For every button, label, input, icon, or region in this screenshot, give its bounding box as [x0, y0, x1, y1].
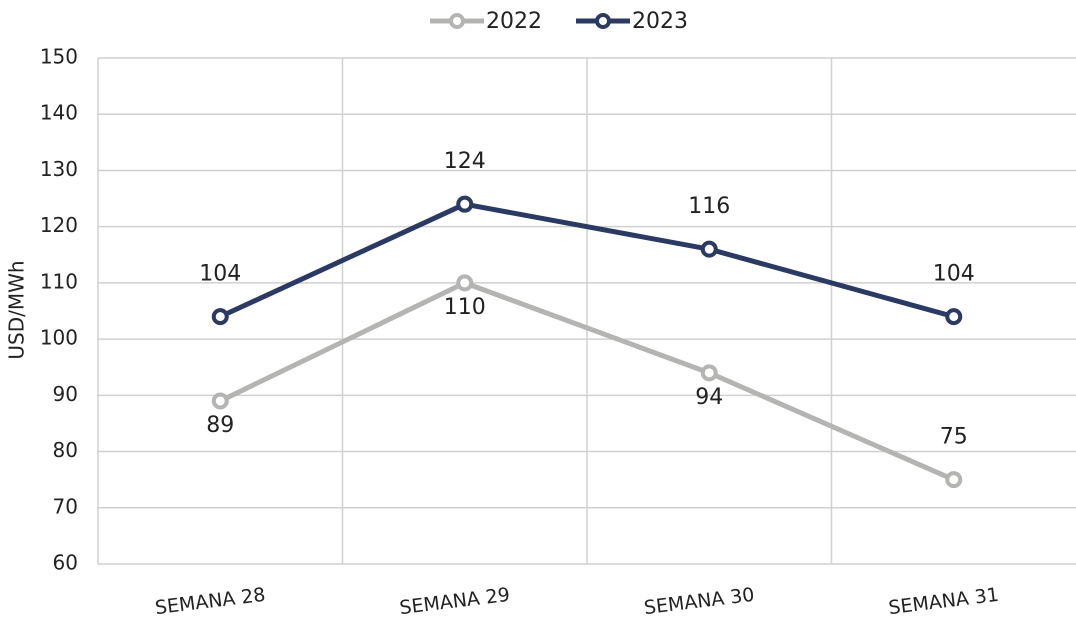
data-label: 75 [940, 425, 968, 450]
data-point [456, 195, 474, 213]
y-tick-label: 100 [40, 326, 78, 350]
data-point [945, 471, 963, 489]
data-point [211, 392, 229, 410]
x-tick-label: SEMANA 31 [887, 584, 1000, 619]
y-tick-label: 150 [40, 45, 78, 69]
data-point [456, 274, 474, 292]
x-tick-label: SEMANA 29 [398, 584, 511, 619]
data-label: 89 [206, 413, 234, 438]
x-tick-label: SEMANA 28 [154, 584, 267, 619]
series-line [219, 280, 955, 482]
y-tick-label: 80 [53, 438, 78, 462]
data-label: 116 [688, 194, 730, 219]
data-label: 104 [933, 262, 975, 287]
data-label: 104 [199, 262, 241, 287]
y-tick-label: 140 [40, 101, 78, 125]
legend-label: 2022 [486, 9, 542, 34]
y-tick-label: 60 [53, 551, 78, 575]
data-point [700, 240, 718, 258]
legend-marker [449, 13, 465, 29]
series-line [219, 201, 955, 320]
y-axis-title: USD/MWh [5, 260, 29, 359]
data-point [211, 308, 229, 326]
y-tick-label: 70 [53, 494, 78, 518]
data-label: 94 [695, 385, 723, 410]
data-point [700, 364, 718, 382]
legend-marker [595, 13, 611, 29]
y-tick-label: 90 [53, 382, 78, 406]
data-label: 110 [444, 295, 486, 320]
y-tick-label: 110 [40, 269, 78, 293]
data-point [945, 308, 963, 326]
y-tick-label: 120 [40, 213, 78, 237]
x-tick-label: SEMANA 30 [643, 584, 756, 619]
data-label: 124 [444, 149, 486, 174]
legend-label: 2023 [632, 9, 688, 34]
y-tick-label: 130 [40, 157, 78, 181]
